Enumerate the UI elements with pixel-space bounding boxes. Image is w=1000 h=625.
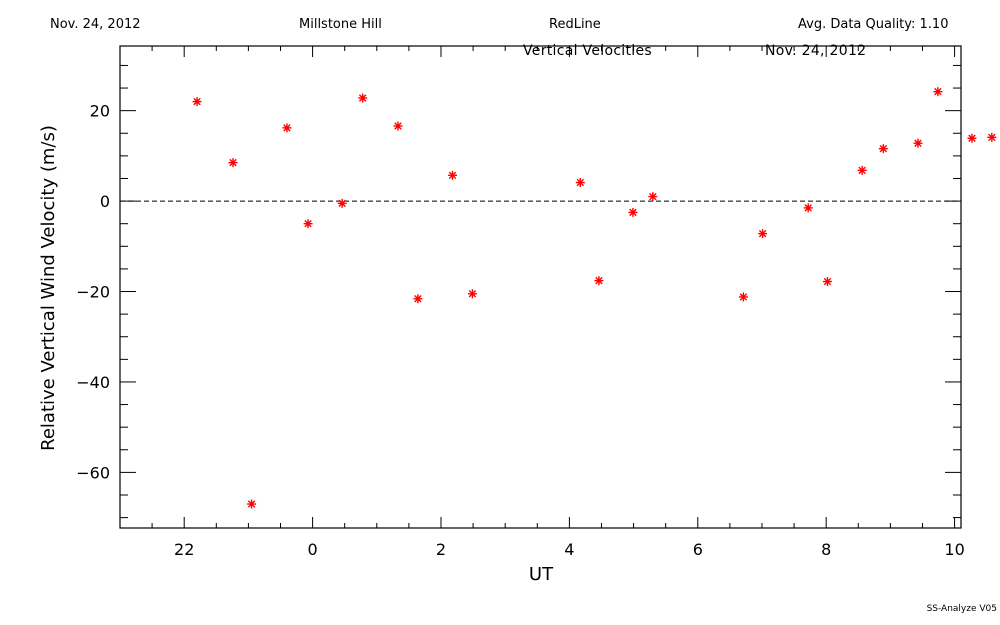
data-point [913, 138, 923, 148]
y-tick-label: 0 [100, 192, 110, 211]
x-tick-label: 0 [308, 540, 318, 559]
data-point-stroke [576, 178, 585, 187]
plot-frame [119, 45, 962, 529]
data-point-stroke [629, 208, 637, 217]
y-tick-label: −20 [76, 283, 110, 302]
data-point-stroke [247, 500, 256, 508]
data-point-stroke [338, 199, 346, 208]
data-point-stroke [914, 139, 922, 147]
data-point [594, 276, 604, 286]
data-point [822, 277, 832, 287]
data-point [878, 144, 888, 154]
data-point-stroke [804, 204, 812, 212]
data-point-stroke [283, 124, 291, 132]
y-tick-label: −40 [76, 373, 110, 392]
data-point [337, 198, 347, 208]
data-point [967, 133, 977, 143]
data-point [393, 121, 403, 131]
data-point [282, 123, 292, 133]
data-point-stroke [358, 94, 367, 102]
data-point [648, 192, 658, 202]
header-date: Nov. 24, 2012 [50, 17, 141, 32]
data-point [247, 499, 257, 509]
x-tick-label: 4 [564, 540, 574, 559]
data-point [413, 294, 423, 304]
data-point [758, 229, 768, 239]
data-point-stroke [988, 133, 996, 142]
data-point-stroke [229, 158, 237, 167]
data-point [358, 93, 368, 103]
points-layer [192, 87, 997, 509]
data-point [448, 170, 458, 180]
data-point-stroke [414, 295, 422, 303]
plot-title: Vertical Velocities [523, 43, 652, 59]
plot-title-date: Nov. 24, 2012 [765, 43, 867, 59]
data-point-stroke [739, 293, 748, 301]
data-point-stroke [879, 144, 888, 153]
data-point-stroke [193, 97, 201, 106]
x-tick-label: 22 [174, 540, 194, 559]
data-point-stroke [858, 166, 866, 175]
x-tick-label: 6 [693, 540, 703, 559]
x-tick-label: 10 [944, 540, 964, 559]
y-axis-title: Relative Vertical Wind Velocity (m/s) [38, 125, 59, 451]
data-point-stroke [934, 87, 942, 96]
data-point-stroke [968, 134, 976, 142]
data-point-stroke [394, 122, 402, 130]
data-point [857, 165, 867, 175]
data-point [933, 87, 943, 97]
x-tick-label: 8 [821, 540, 831, 559]
data-point-stroke [649, 192, 657, 201]
data-point [228, 158, 238, 168]
axes-layer: 22 0 2 4 6 8 10 −60 −40 −20 0 20 [76, 45, 965, 559]
data-point [628, 207, 638, 217]
header-data-quality: Avg. Data Quality: 1.10 [798, 17, 949, 32]
x-tick-label: 2 [436, 540, 446, 559]
data-point-stroke [595, 276, 603, 285]
data-point-stroke [448, 171, 457, 180]
y-tick-label: −60 [76, 463, 110, 482]
data-point [575, 178, 585, 188]
data-point [738, 292, 748, 302]
header-emission: RedLine [549, 17, 601, 32]
data-point [467, 289, 477, 299]
data-point [192, 97, 202, 107]
software-version-label: SS-Analyze V05 [926, 604, 997, 614]
data-point [987, 132, 997, 142]
data-point [303, 219, 313, 229]
data-point-stroke [468, 290, 477, 298]
y-tick-label: 20 [90, 102, 110, 121]
data-point-stroke [304, 219, 312, 228]
x-axis-title: UT [529, 564, 554, 585]
data-point-stroke [823, 277, 832, 286]
data-point-stroke [758, 229, 767, 238]
data-point [803, 203, 813, 213]
header-site: Millstone Hill [299, 17, 382, 32]
